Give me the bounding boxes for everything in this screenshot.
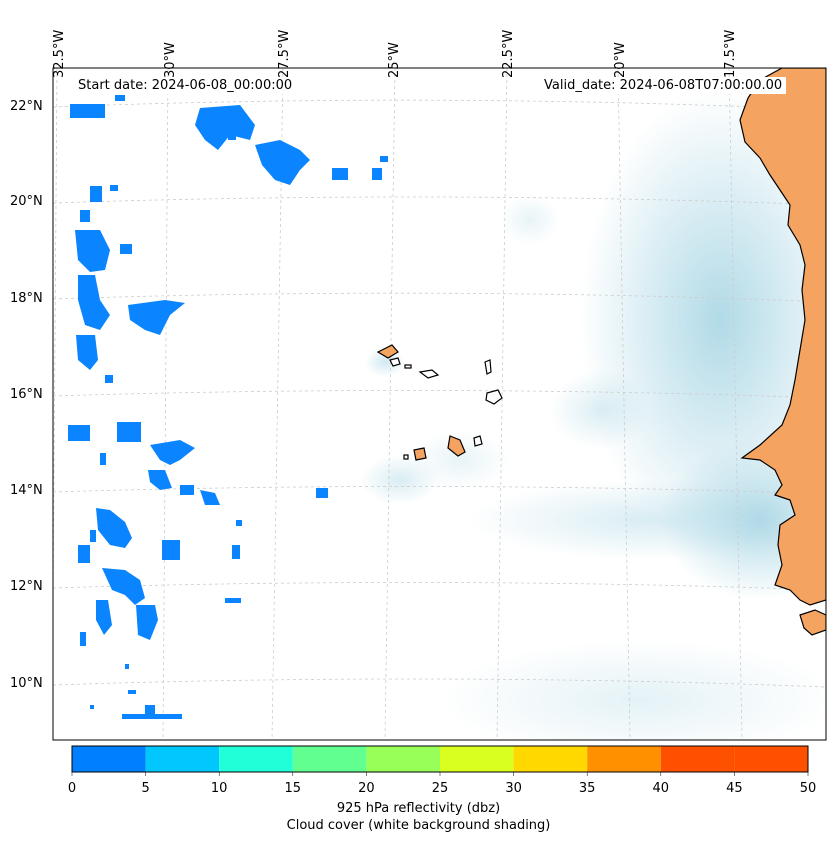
african-coast — [739, 68, 826, 636]
colorbar-tick-label: 25 — [431, 781, 449, 796]
lat-label-10n: 10°N — [10, 676, 43, 691]
lon-label-20w: 20°W — [613, 42, 628, 78]
colorbar-segment — [219, 746, 293, 772]
colorbar-segment — [587, 746, 661, 772]
colorbar — [71, 745, 809, 776]
colorbar-tick-label: 5 — [141, 781, 150, 796]
colorbar-tick-label: 10 — [210, 781, 228, 796]
colorbar-segment — [145, 746, 220, 772]
lat-label-18n: 18°N — [10, 291, 43, 306]
reflectivity-echoes — [68, 95, 388, 719]
colorbar-tick-label: 40 — [652, 781, 670, 796]
lon-label-25w: 25°W — [387, 42, 402, 78]
lat-label-16n: 16°N — [10, 387, 43, 402]
lon-label-32-5w: 32.5°W — [52, 29, 67, 78]
colorbar-segment — [660, 746, 735, 772]
start-date-label: Start date: 2024-06-08_00:00:00 — [74, 77, 297, 94]
colorbar-tick-label: 0 — [67, 781, 77, 796]
colorbar-segment — [513, 746, 588, 772]
colorbar-tick-label: 15 — [284, 781, 302, 796]
map-area — [53, 68, 826, 740]
lon-label-22-5w: 22.5°W — [501, 29, 516, 78]
valid-date-label: Valid_date: 2024-06-08T07:00:00.00 — [540, 77, 787, 94]
colorbar-tick-label: 30 — [505, 781, 522, 796]
lat-label-14n: 14°N — [10, 483, 43, 498]
gridlines — [53, 68, 826, 740]
lat-label-20n: 20°N — [10, 194, 43, 209]
lon-label-17-5w: 17.5°W — [723, 29, 738, 78]
colorbar-segment — [72, 746, 146, 772]
colorbar-tick-label: 20 — [358, 781, 375, 796]
cape-verde-islands — [376, 344, 503, 461]
colorbar-tick-label: 35 — [578, 781, 596, 796]
lon-label-27-5w: 27.5°W — [277, 29, 292, 78]
lat-label-22n: 22°N — [10, 99, 43, 114]
colorbar-segment — [440, 746, 514, 772]
colorbar-label: 925 hPa reflectivity (dbz) — [336, 801, 501, 816]
colorbar-segment — [292, 746, 367, 772]
lon-label-30w: 30°W — [163, 42, 178, 78]
map-frame — [52, 67, 827, 741]
colorbar-segment — [366, 746, 440, 772]
lat-label-12n: 12°N — [10, 579, 43, 594]
colorbar-tick-label: 50 — [799, 781, 817, 796]
colorbar-tick-label: 45 — [726, 781, 743, 796]
colorbar-sublabel: Cloud cover (white background shading) — [286, 818, 551, 833]
colorbar-segment — [734, 746, 808, 772]
